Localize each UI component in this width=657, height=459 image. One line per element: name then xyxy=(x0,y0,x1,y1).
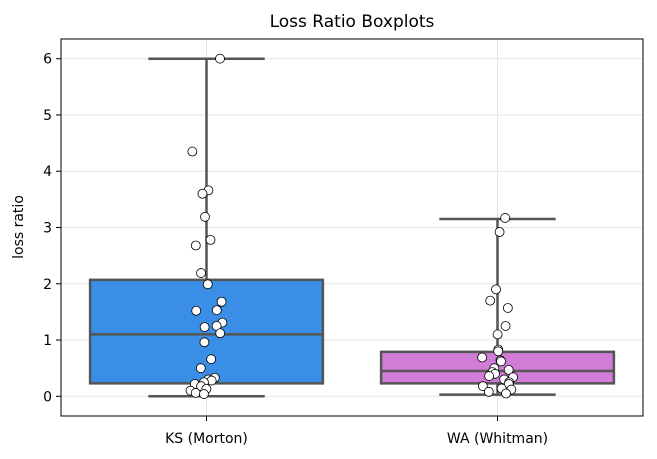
point-layer xyxy=(185,53,518,399)
data-point xyxy=(200,211,210,222)
data-point xyxy=(477,381,488,392)
data-point xyxy=(191,305,202,316)
y-tick-label: 1 xyxy=(43,333,52,349)
data-point xyxy=(206,354,217,365)
data-point xyxy=(197,188,208,199)
data-point xyxy=(503,364,514,375)
data-point xyxy=(477,352,488,363)
data-point xyxy=(215,53,225,64)
data-point xyxy=(500,321,511,331)
data-point xyxy=(215,328,226,339)
data-point xyxy=(199,389,209,399)
data-point xyxy=(485,295,496,306)
y-tick-label: 4 xyxy=(43,164,52,180)
y-tick-label: 5 xyxy=(43,108,52,124)
data-point xyxy=(216,296,227,307)
data-point xyxy=(502,303,513,313)
data-point xyxy=(491,284,501,295)
data-point xyxy=(494,227,505,237)
data-point xyxy=(492,329,503,340)
axis-layer: 0 1 2 3 4 5 6 KS (Morton) WA (Whitman) xyxy=(43,52,548,447)
data-point xyxy=(500,213,511,223)
data-point xyxy=(199,337,210,348)
chart-title: Loss Ratio Boxplots xyxy=(270,12,435,32)
data-point xyxy=(190,240,201,251)
data-point xyxy=(211,305,222,316)
data-point xyxy=(202,279,213,290)
data-point xyxy=(195,363,206,374)
y-tick-label: 3 xyxy=(43,221,52,237)
data-point xyxy=(196,268,206,278)
data-point xyxy=(199,322,210,332)
y-tick-label: 0 xyxy=(43,389,52,405)
y-axis-label: loss ratio xyxy=(11,195,27,259)
data-point xyxy=(496,356,506,367)
data-point xyxy=(483,386,494,397)
y-tick-label: 2 xyxy=(43,277,52,293)
data-point xyxy=(501,388,511,399)
data-point xyxy=(190,388,201,398)
y-tick-label: 6 xyxy=(43,52,52,68)
data-point xyxy=(484,371,495,381)
x-tick-label: KS (Morton) xyxy=(165,431,248,447)
x-tick-label: WA (Whitman) xyxy=(447,431,548,447)
data-point xyxy=(187,146,198,157)
data-point xyxy=(205,234,216,245)
data-point xyxy=(493,346,504,357)
